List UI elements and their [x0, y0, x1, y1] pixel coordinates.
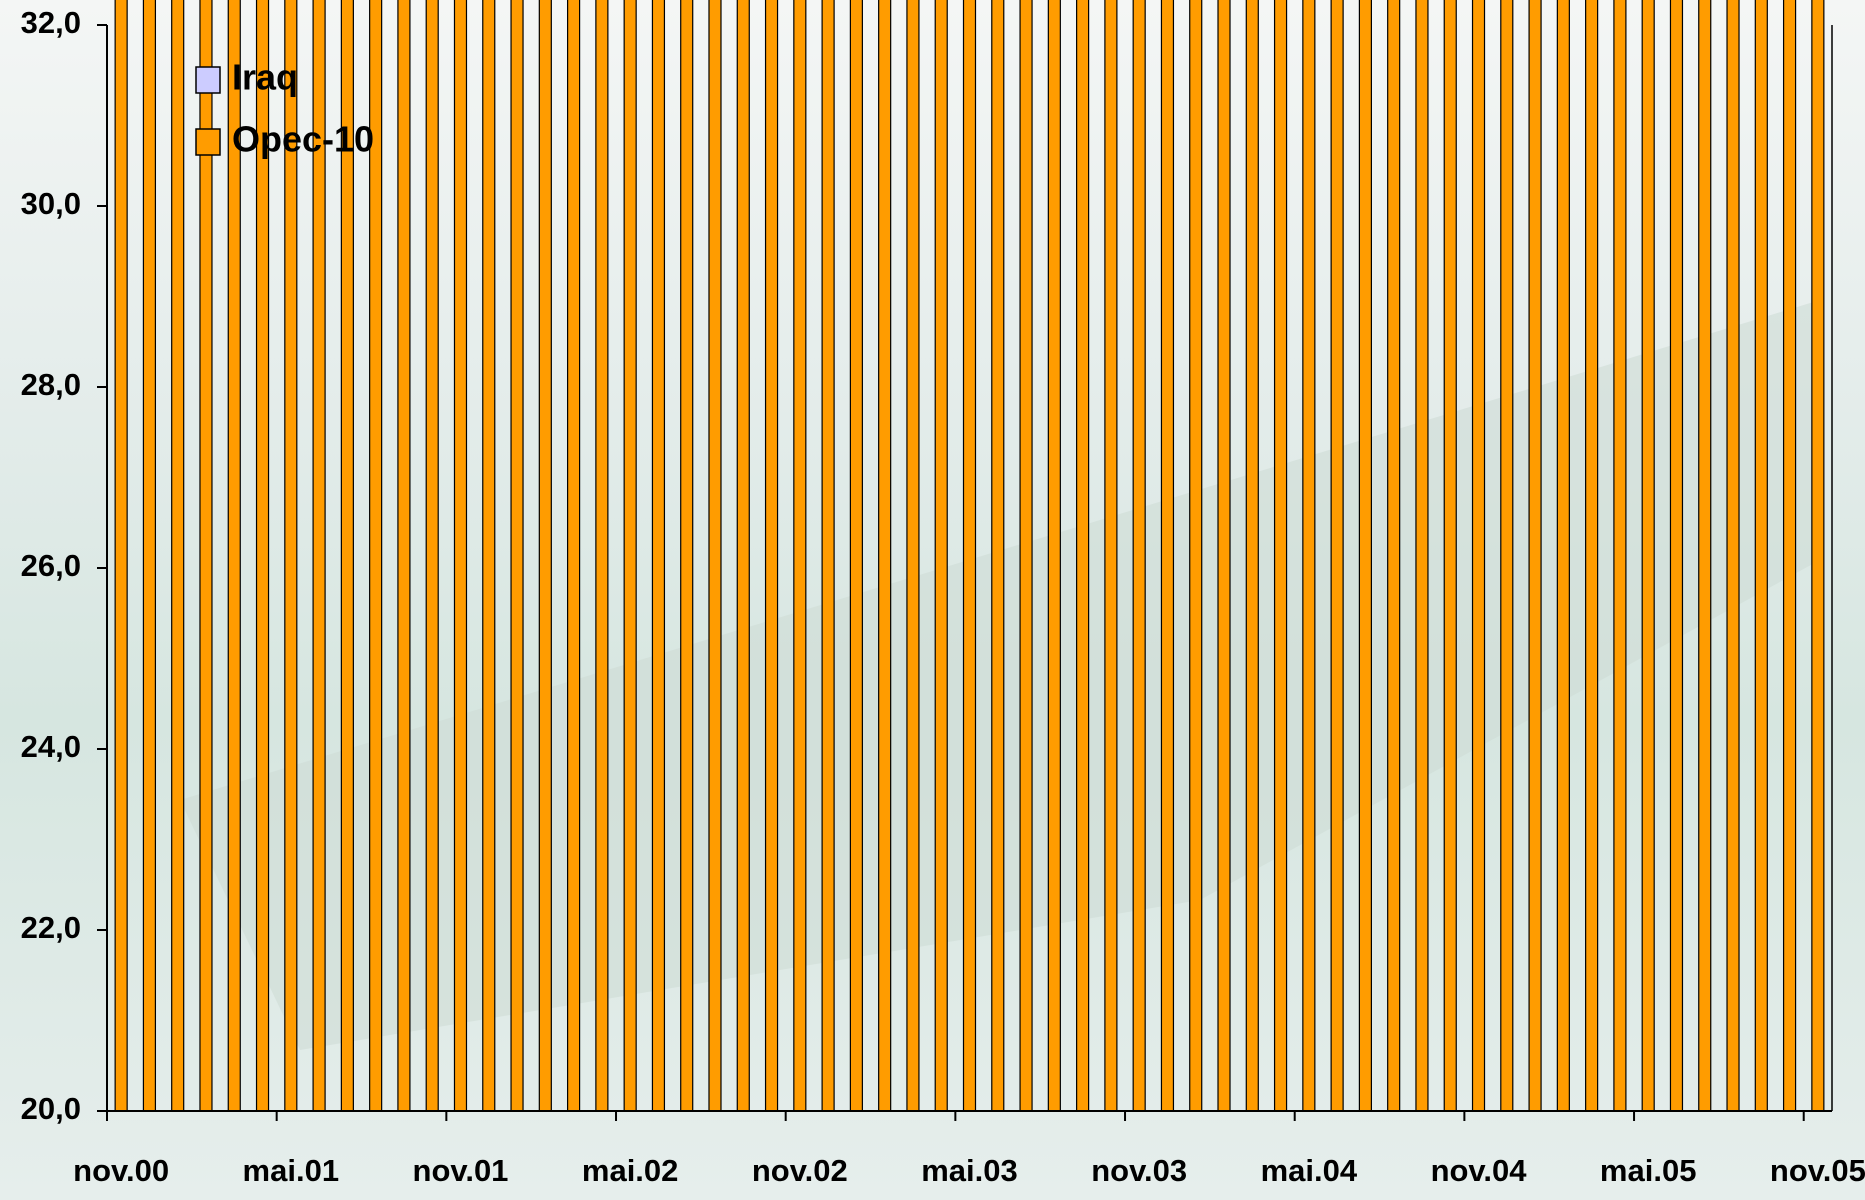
bar-segment	[425, 0, 439, 1112]
bar-segment	[1330, 0, 1344, 1112]
bar-segment	[312, 0, 326, 1112]
bar-segment	[397, 0, 411, 1112]
legend-swatch	[195, 66, 221, 94]
bar-segment	[1556, 0, 1570, 1112]
bar-segment	[595, 0, 609, 1112]
x-tick-label: mai.04	[1261, 1153, 1358, 1188]
y-tick-label: 26,0	[21, 548, 81, 583]
y-tick-label: 24,0	[21, 729, 81, 764]
bar-segment	[1189, 0, 1203, 1112]
x-tick-label: nov.02	[752, 1153, 848, 1188]
x-tick-label: nov.01	[413, 1153, 509, 1188]
bar-segment	[1754, 0, 1768, 1112]
bar-segment	[1528, 0, 1542, 1112]
bar-segment	[878, 0, 892, 1112]
bar-segment	[538, 0, 552, 1112]
x-tick-label: mai.05	[1600, 1153, 1697, 1188]
bar-segment	[340, 0, 354, 1112]
bar-segment	[1076, 0, 1090, 1112]
legend-label: Opec-10	[232, 119, 374, 160]
bar-segment	[199, 0, 213, 1112]
x-tick-label: nov.05	[1770, 1153, 1865, 1188]
bar-segment	[623, 0, 637, 1112]
bar-segment	[906, 0, 920, 1112]
bar-segment	[1811, 0, 1825, 1112]
bar-segment	[284, 0, 298, 1112]
bar-segment	[1782, 0, 1797, 1112]
y-tick-label: 28,0	[21, 367, 81, 402]
bar-segment	[821, 0, 835, 1112]
bar-segment	[1019, 0, 1033, 1112]
bar-segment	[1160, 0, 1175, 1112]
legend-label: Iraq	[232, 57, 298, 98]
bar-segment	[680, 0, 694, 1112]
bar-segment	[566, 0, 581, 1112]
bar-segment	[453, 0, 468, 1112]
y-tick-label: 22,0	[21, 910, 81, 945]
bar-segment	[1358, 0, 1373, 1112]
bar-segment	[114, 0, 128, 1112]
bar-segment	[1500, 0, 1514, 1112]
x-tick-label: nov.04	[1431, 1153, 1528, 1188]
bar-segment	[1387, 0, 1401, 1112]
bar-segment	[793, 0, 807, 1112]
y-tick-label: 30,0	[21, 186, 81, 221]
bar-segment	[482, 0, 496, 1112]
bar-segment	[991, 0, 1005, 1112]
y-tick-label: 32,0	[21, 5, 81, 40]
y-tick-label: 20,0	[21, 1091, 81, 1126]
bar-segment	[1698, 0, 1712, 1112]
x-tick-label: mai.02	[582, 1153, 679, 1188]
bar-segment	[1471, 0, 1486, 1112]
bar-segment	[510, 0, 524, 1112]
bar-segment	[849, 0, 863, 1112]
bar-segment	[1585, 0, 1599, 1112]
bar-segment	[142, 0, 157, 1112]
bar-segment	[1415, 0, 1429, 1112]
x-tick-label: mai.03	[921, 1153, 1018, 1188]
bar-segment	[1726, 0, 1740, 1112]
bar-segment	[736, 0, 750, 1112]
bar-segment	[1273, 0, 1288, 1112]
bar-segment	[255, 0, 270, 1112]
legend-swatch	[195, 128, 221, 156]
bar-segment	[1443, 0, 1457, 1112]
x-tick-label: mai.01	[243, 1153, 340, 1188]
bar-segment	[1641, 0, 1655, 1112]
bar-segment	[651, 0, 666, 1112]
bar-segment	[1217, 0, 1231, 1112]
bar-segment	[1302, 0, 1316, 1112]
bar-segment	[1104, 0, 1118, 1112]
bar-segment	[1669, 0, 1684, 1112]
bar-segment	[369, 0, 383, 1112]
x-tick-label: nov.03	[1091, 1153, 1187, 1188]
bar-segment	[1047, 0, 1061, 1112]
bar-segment	[1245, 0, 1259, 1112]
bar-segment	[171, 0, 185, 1112]
bar-segment	[227, 0, 241, 1112]
bar-segment	[1132, 0, 1146, 1112]
x-tick-label: nov.00	[73, 1153, 169, 1188]
bar-segment	[962, 0, 977, 1112]
bar-segment	[708, 0, 722, 1112]
bar-segment	[1613, 0, 1627, 1112]
bar-segment	[934, 0, 948, 1112]
bar-segment	[764, 0, 779, 1112]
